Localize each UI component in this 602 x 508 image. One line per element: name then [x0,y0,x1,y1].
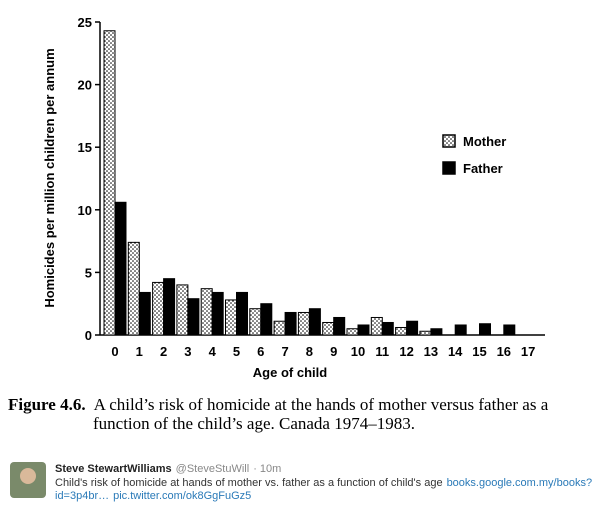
x-tick-label: 3 [184,344,191,359]
tweet-name[interactable]: Steve StewartWilliams [55,463,172,475]
bar [370,316,383,336]
bar [454,324,467,336]
bar [284,311,297,336]
x-tick-label: 1 [136,344,143,359]
bar [273,320,286,336]
x-tick-label: 9 [330,344,337,359]
tweet-handle[interactable]: @SteveStuWill [176,463,250,475]
bar [236,291,248,336]
x-tick-label: 16 [497,344,511,359]
bar [430,328,443,336]
bar [176,284,189,336]
x-tick-label: 14 [448,344,463,359]
bar [152,281,165,336]
bar [479,323,491,336]
x-tick-label: 12 [399,344,413,359]
y-tick-label: 0 [85,328,92,343]
y-tick-label: 5 [85,265,92,280]
x-axis-label: Age of child [253,365,327,380]
legend-swatch [442,161,456,175]
x-tick-label: 5 [233,344,240,359]
bar [406,320,419,336]
bar [333,316,346,336]
y-tick-label: 25 [78,15,92,30]
bar [419,330,432,336]
x-tick-label: 17 [521,344,535,359]
bar [225,299,237,336]
bar [114,201,127,336]
x-tick-label: 8 [306,344,313,359]
x-tick-label: 13 [424,344,438,359]
bar [138,291,151,336]
bar [503,324,516,336]
bar [381,321,394,336]
x-tick-label: 6 [257,344,264,359]
bar [187,298,200,336]
bar [346,328,359,336]
bar [211,291,224,336]
tweet-link[interactable]: pic.twitter.com/ok8GgFuGz5 [113,490,251,502]
x-tick-label: 0 [111,344,118,359]
x-tick-label: 11 [375,344,389,359]
tweet-link[interactable]: books.google.com.my/books? [447,477,593,489]
bar [200,288,213,336]
bar [103,30,116,336]
x-tick-label: 4 [209,344,217,359]
legend-swatch [442,134,456,148]
legend-label: Father [463,161,503,176]
y-tick-label: 20 [78,78,92,93]
tweet-body: Child's risk of homicide at hands of mot… [55,477,443,489]
y-axis-label: Homicides per million children per annum [42,48,57,307]
bar [395,326,408,336]
caption: Figure 4.6. A child’s risk of homicide at… [8,395,549,414]
bar [357,324,370,336]
legend-label: Mother [463,134,506,149]
avatar-face [20,468,36,484]
bar [163,278,176,336]
bar [260,303,273,336]
tweet-link[interactable]: id=3p4br… [55,490,109,502]
x-tick-label: 10 [351,344,365,359]
tweet-time[interactable]: · 10m [253,463,281,475]
y-tick-label: 15 [78,140,92,155]
caption-line: A child’s risk of homicide at the hands … [94,395,549,414]
bar [249,308,262,336]
x-tick-label: 2 [160,344,167,359]
caption-label: Figure 4.6. [8,395,86,414]
y-tick-label: 10 [78,203,92,218]
tweet-header: Steve StewartWilliams @SteveStuWill · 10m [55,463,281,475]
tweet-text: id=3p4br… pic.twitter.com/ok8GgFuGz5 [55,490,251,502]
caption-line: function of the child’s age. Canada 1974… [93,414,415,433]
x-tick-label: 7 [281,344,288,359]
bar [127,241,140,336]
bar [297,311,310,336]
bar [308,308,321,336]
bar [322,321,335,336]
tweet-text: Child's risk of homicide at hands of mot… [55,477,592,489]
x-tick-label: 15 [472,344,486,359]
